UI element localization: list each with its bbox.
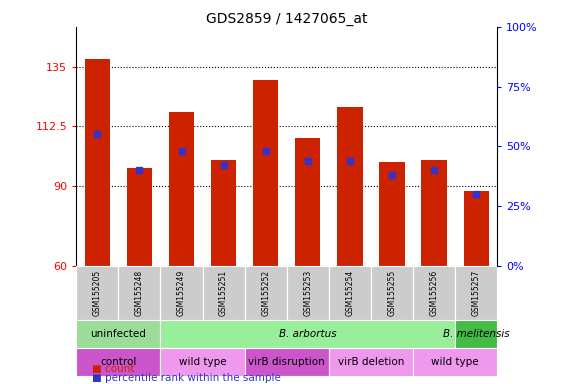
Point (219, 162, 228, 169)
Point (177, 148, 186, 154)
Text: GSM155256: GSM155256 (429, 270, 438, 316)
Bar (329, 348, 413, 376)
Text: uninfected: uninfected (90, 329, 146, 339)
Title: GDS2859 / 1427065_at: GDS2859 / 1427065_at (206, 12, 367, 26)
Text: ■ count: ■ count (92, 364, 134, 374)
Point (472, 191, 481, 197)
Bar (337, 106, 363, 266)
Bar (421, 160, 447, 266)
Bar (211, 160, 236, 266)
Point (345, 157, 354, 164)
Text: B. melitensis: B. melitensis (443, 329, 510, 339)
Bar (76, 266, 119, 319)
Bar (329, 266, 371, 319)
Bar (455, 319, 497, 348)
Point (429, 167, 438, 173)
Text: wild type: wild type (179, 357, 227, 367)
Text: GSM155205: GSM155205 (93, 270, 102, 316)
Bar (413, 348, 497, 376)
Text: GSM155249: GSM155249 (177, 270, 186, 316)
Bar (463, 192, 489, 266)
Bar (287, 266, 329, 319)
Point (135, 167, 144, 173)
Text: GSM155255: GSM155255 (388, 270, 397, 316)
Text: control: control (100, 357, 137, 367)
Bar (295, 138, 320, 266)
Text: GSM155254: GSM155254 (345, 270, 354, 316)
Text: B. arbortus: B. arbortus (279, 329, 337, 339)
Text: wild type: wild type (431, 357, 479, 367)
Text: GSM155252: GSM155252 (261, 270, 270, 316)
Bar (160, 348, 245, 376)
Bar (160, 319, 455, 348)
Bar (169, 112, 194, 266)
Bar (413, 266, 455, 319)
Text: ■ percentile rank within the sample: ■ percentile rank within the sample (92, 373, 281, 383)
Text: GSM155253: GSM155253 (303, 270, 312, 316)
Bar (160, 266, 202, 319)
Text: GSM155248: GSM155248 (135, 270, 144, 316)
Bar (85, 59, 110, 266)
Bar (76, 348, 160, 376)
Bar (127, 167, 152, 266)
Bar (76, 319, 160, 348)
Bar (119, 266, 160, 319)
Bar (245, 348, 329, 376)
Text: virB disruption: virB disruption (249, 357, 325, 367)
Point (303, 157, 312, 164)
Bar (379, 162, 405, 266)
Point (388, 172, 397, 178)
Bar (455, 266, 497, 319)
Bar (371, 266, 413, 319)
Bar (202, 266, 245, 319)
Bar (253, 80, 279, 266)
Bar (245, 266, 287, 319)
Point (93, 131, 102, 137)
Text: GSM155251: GSM155251 (219, 270, 228, 316)
Point (261, 148, 270, 154)
Text: GSM155257: GSM155257 (472, 270, 481, 316)
Text: virB deletion: virB deletion (338, 357, 404, 367)
